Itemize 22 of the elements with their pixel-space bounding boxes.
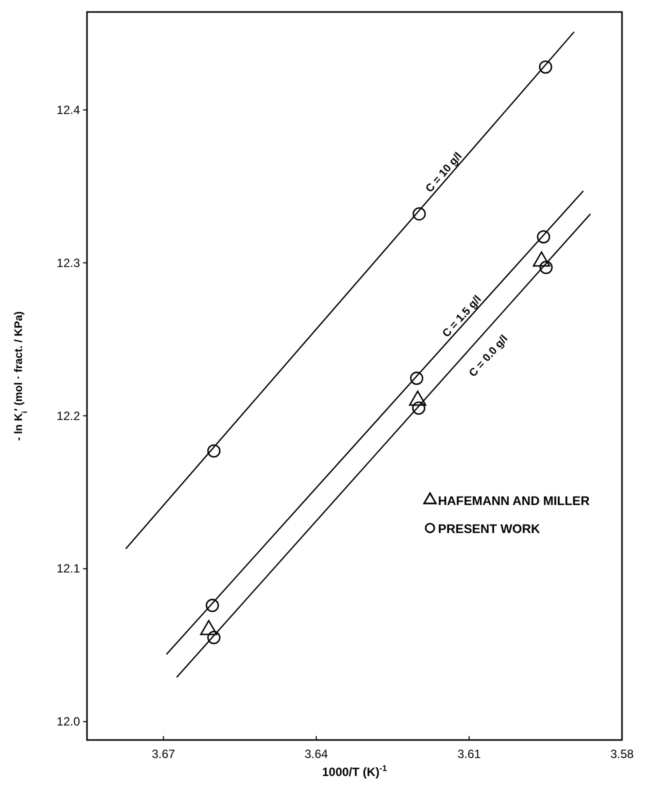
x-axis-title: 1000/T (K)$^{-1}$ (322, 763, 388, 779)
x-tick-label: 3.58 (610, 747, 634, 761)
point (206, 598, 219, 612)
point (207, 630, 220, 644)
point (539, 260, 553, 274)
point (536, 230, 550, 244)
point (410, 372, 424, 385)
legend-label: HAFEMANN AND MILLER (438, 494, 590, 508)
y-tick-label: 12.4 (56, 102, 80, 117)
x-tick-label: 3.61 (457, 747, 482, 761)
text: C = 10 g/l (424, 150, 464, 195)
y-tick-label: 12.1 (56, 562, 80, 576)
point (412, 402, 426, 415)
point (412, 207, 426, 220)
x-tick-label: 3.64 (304, 747, 328, 761)
y-tick-label: 12.2 (56, 408, 80, 423)
legend-label: PRESENT WORK (438, 522, 540, 536)
x-tick-label: 3.67 (152, 747, 176, 761)
point (538, 60, 552, 74)
y-tick-label: 12.0 (56, 714, 80, 729)
point (207, 444, 220, 458)
y-tick-label: 12.3 (56, 256, 80, 270)
